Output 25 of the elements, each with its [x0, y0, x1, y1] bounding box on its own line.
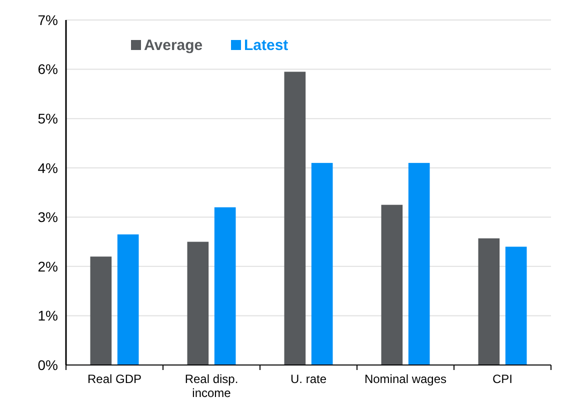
x-tick-label: U. rate — [290, 372, 327, 386]
bar — [214, 207, 236, 365]
bar — [478, 238, 500, 365]
x-tick-label: CPI — [492, 372, 513, 386]
y-tick-label: 4% — [38, 160, 58, 176]
y-tick-label: 7% — [38, 12, 58, 28]
y-tick-label: 1% — [38, 308, 58, 324]
bar — [284, 72, 306, 365]
legend-label: Average — [144, 37, 203, 54]
bar — [117, 234, 139, 365]
x-tick-label: Nominal wages — [364, 372, 447, 386]
x-tick-label: Real GDP — [87, 372, 142, 386]
bar — [505, 246, 527, 365]
bar — [408, 162, 430, 365]
y-tick-label: 3% — [38, 209, 58, 226]
bar — [90, 256, 112, 365]
y-tick-label: 5% — [38, 110, 58, 126]
y-tick-label: 6% — [38, 61, 58, 78]
x-tick-label: Real disp. income — [184, 372, 238, 400]
bar — [311, 162, 333, 365]
y-tick-label: 0% — [38, 356, 58, 373]
bar — [187, 242, 209, 365]
y-tick-label: 2% — [38, 258, 58, 274]
legend-label: Latest — [244, 37, 288, 54]
bar — [381, 204, 403, 365]
